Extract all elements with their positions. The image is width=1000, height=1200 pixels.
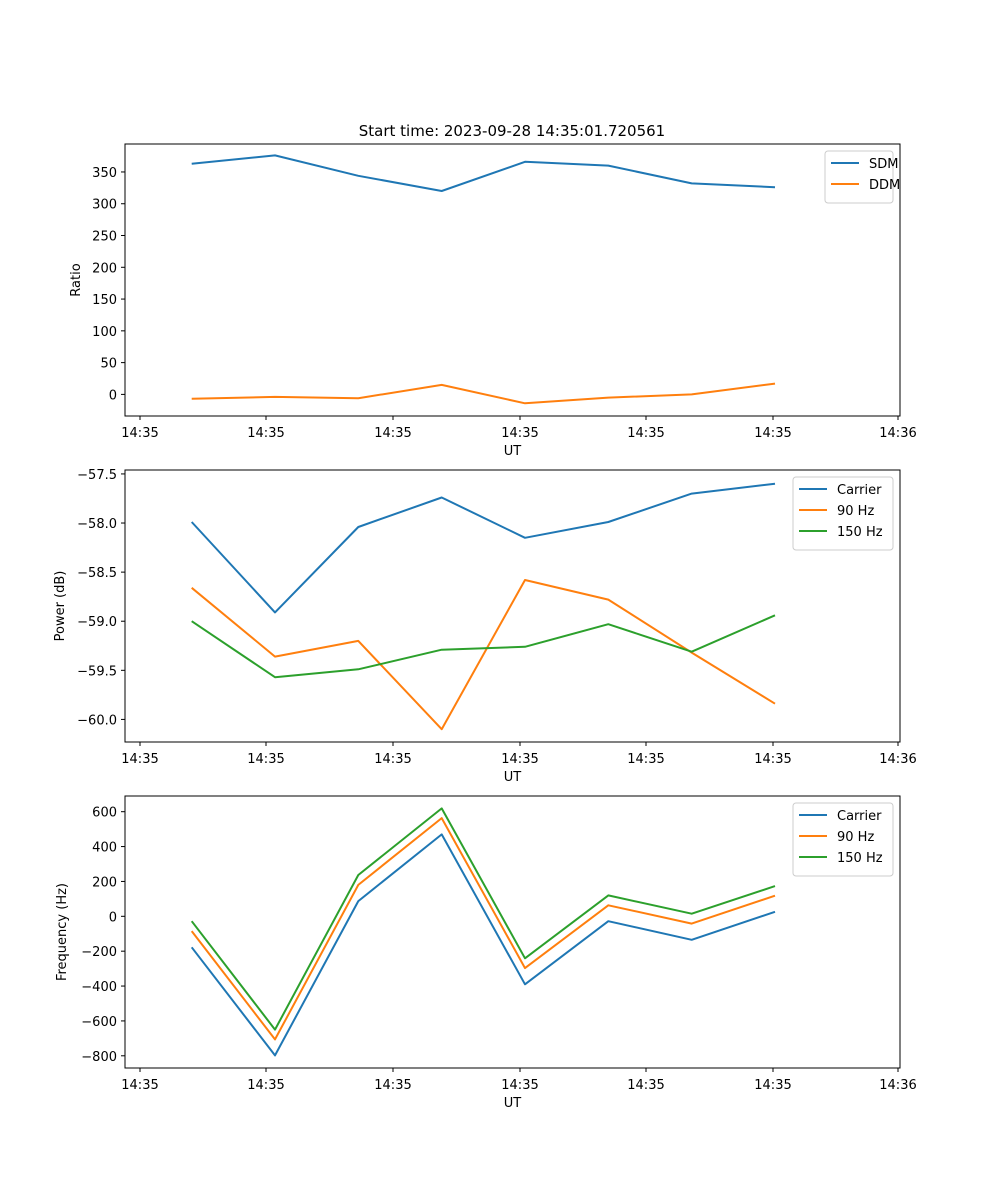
x-tick-label: 14:35 (627, 1078, 664, 1093)
y-tick-label: −200 (81, 945, 117, 960)
y-tick-label: −800 (81, 1050, 117, 1065)
plot-area (124, 143, 901, 417)
x-tick-label: 14:36 (879, 1078, 916, 1093)
legend-label: 90 Hz (837, 504, 874, 519)
legend-label: SDM (869, 157, 898, 172)
x-axis-label: UT (504, 444, 522, 459)
x-axis-label: UT (504, 1096, 522, 1111)
x-tick-label: 14:35 (121, 426, 158, 441)
y-tick-label: 0 (109, 910, 117, 925)
series-line-carrier (190, 833, 776, 1057)
legend-label: 150 Hz (837, 525, 883, 540)
x-tick-label: 14:35 (754, 1078, 791, 1093)
x-tick-label: 14:35 (501, 426, 538, 441)
y-tick-label: 400 (92, 841, 117, 856)
series-line-90-hz (190, 817, 776, 1041)
legend-label: Carrier (837, 483, 882, 498)
x-tick-label: 14:35 (627, 426, 664, 441)
legend-label: 150 Hz (837, 851, 883, 866)
x-axis-label: UT (504, 770, 522, 785)
x-tick-label: 14:35 (121, 752, 158, 767)
x-tick-label: 14:35 (121, 1078, 158, 1093)
legend-label: DDM (869, 178, 900, 193)
x-tick-label: 14:35 (374, 1078, 411, 1093)
plot-area (124, 795, 901, 1069)
y-tick-label: 150 (92, 293, 117, 308)
chart-panel-2: 14:35 14:35 14:35 14:35 14:35 14:35 14:36 −60.0… (53, 468, 917, 785)
x-tick-label: 14:35 (247, 426, 284, 441)
x-tick-label: 14:35 (754, 752, 791, 767)
y-tick-label: 350 (92, 166, 117, 181)
y-tick-label: −400 (81, 980, 117, 995)
y-tick-label: −59.0 (77, 615, 117, 630)
y-tick-label: 50 (100, 357, 117, 372)
y-tick-label: 250 (92, 230, 117, 245)
y-axis-label: Ratio (69, 263, 84, 296)
plot-area (124, 469, 901, 743)
series-line-carrier (190, 482, 776, 614)
legend: SDM DDM (824, 150, 900, 204)
y-tick-label: 200 (92, 261, 117, 276)
y-tick-label: −58.5 (77, 566, 117, 581)
y-tick-label: −57.5 (77, 468, 117, 483)
y-tick-label: 200 (92, 875, 117, 890)
series-line-150-hz (191, 614, 776, 679)
chart-title: Start time: 2023-09-28 14:35:01.720561 (359, 122, 665, 140)
x-tick-label: 14:35 (501, 752, 538, 767)
series-line-90-hz (191, 579, 776, 731)
x-tick-label: 14:36 (879, 426, 916, 441)
series-line-sdm (191, 154, 776, 192)
x-tick-label: 14:35 (501, 1078, 538, 1093)
y-axis-label: Power (dB) (53, 571, 68, 642)
x-tick-label: 14:35 (247, 1078, 284, 1093)
y-tick-label: 600 (92, 806, 117, 821)
y-tick-label: −59.5 (77, 664, 117, 679)
legend-label: 90 Hz (837, 830, 874, 845)
y-tick-label: 100 (92, 325, 117, 340)
y-tick-label: −60.0 (77, 713, 117, 728)
y-axis-label: Frequency (Hz) (55, 883, 70, 981)
series-line-150-hz (190, 807, 776, 1031)
x-tick-label: 14:35 (374, 426, 411, 441)
x-tick-label: 14:36 (879, 752, 916, 767)
series-line-ddm (191, 382, 776, 405)
y-tick-label: 300 (92, 198, 117, 213)
x-tick-label: 14:35 (374, 752, 411, 767)
x-tick-label: 14:35 (627, 752, 664, 767)
legend: Carrier 90 Hz 150 Hz (792, 802, 894, 877)
y-tick-label: −58.0 (77, 517, 117, 532)
x-tick-label: 14:35 (754, 426, 791, 441)
legend: Carrier 90 Hz 150 Hz (792, 476, 894, 551)
x-tick-label: 14:35 (247, 752, 284, 767)
chart-panel-1: 14:35 14:35 14:35 14:35 14:35 14:35 14:36 0 50 10… (69, 143, 917, 459)
chart-panel-3: 14:35 14:35 14:35 14:35 14:35 14:35 14:36 −800 −… (55, 795, 917, 1111)
legend-label: Carrier (837, 809, 882, 824)
y-tick-label: −600 (81, 1015, 117, 1030)
y-tick-label: 0 (109, 388, 117, 403)
